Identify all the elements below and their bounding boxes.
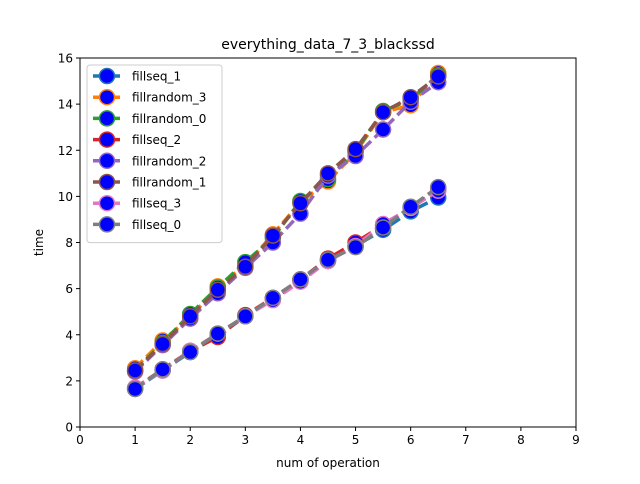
legend-item-fillseq_1: fillseq_1 [93, 67, 181, 85]
data-point [181, 308, 199, 325]
data-point [347, 140, 364, 158]
legend-marker [98, 216, 116, 233]
y-tick-label: 2 [65, 374, 73, 388]
legend-marker [98, 67, 116, 85]
data-point [347, 238, 364, 256]
legend-label: fillrandom_0 [132, 112, 206, 126]
legend-marker [98, 110, 116, 127]
legend-box [86, 64, 223, 244]
legend-label: fillrandom_3 [132, 91, 206, 105]
data-point [209, 281, 227, 299]
y-axis-label: time [32, 229, 46, 256]
legend-marker [98, 173, 116, 191]
legend-item-fillrandom_0: fillrandom_0 [93, 110, 206, 127]
data-point [292, 271, 309, 288]
data-point [429, 178, 447, 196]
series-fillrandom_1 [126, 68, 447, 379]
data-point [374, 121, 392, 138]
x-tick-label: 8 [517, 433, 525, 447]
x-axis: 0 1 2 3 4 5 6 7 8 9 [76, 427, 580, 447]
legend-label: fillrandom_2 [132, 154, 206, 168]
series-layer [126, 64, 447, 398]
legend-label: fillseq_2 [132, 133, 181, 147]
y-tick-label: 10 [58, 190, 73, 204]
data-point [264, 227, 282, 244]
legend-label: fillseq_1 [132, 70, 181, 84]
y-tick-label: 12 [58, 144, 73, 158]
data-point [126, 362, 144, 379]
series-line [134, 189, 440, 390]
legend-marker [98, 194, 116, 212]
legend-item-fillseq_0: fillseq_0 [93, 216, 181, 233]
legend-item-fillseq_2: fillseq_2 [93, 131, 181, 148]
y-tick-label: 6 [65, 282, 73, 296]
x-tick-label: 2 [186, 433, 194, 447]
legend-item-fillrandom_1: fillrandom_1 [93, 173, 206, 191]
x-tick-label: 4 [297, 433, 305, 447]
chart-title: everything_data_7_3_blackssd [221, 37, 435, 53]
y-tick-label: 16 [58, 52, 73, 66]
x-axis-label: num of operation [276, 456, 380, 470]
y-tick-label: 8 [65, 236, 73, 250]
legend-label: fillseq_3 [132, 197, 181, 211]
data-point [374, 219, 392, 236]
legend-marker [98, 88, 116, 106]
data-point [319, 165, 337, 182]
legend-label: fillrandom_1 [132, 176, 206, 190]
data-point [237, 258, 254, 275]
data-point [374, 103, 392, 121]
x-tick-label: 6 [407, 433, 415, 447]
data-point [154, 361, 171, 378]
x-tick-label: 9 [572, 433, 580, 447]
legend-marker [98, 131, 116, 148]
legend-item-fillrandom_3: fillrandom_3 [93, 88, 206, 106]
data-point [429, 68, 447, 85]
data-point [402, 88, 419, 106]
data-point [319, 251, 337, 269]
data-point [209, 325, 227, 342]
x-tick-label: 3 [242, 433, 250, 447]
data-point [264, 289, 282, 307]
y-tick-label: 0 [65, 421, 73, 435]
legend-item-fillseq_3: fillseq_3 [93, 194, 181, 212]
x-tick-label: 5 [352, 433, 360, 447]
x-tick-label: 1 [131, 433, 139, 447]
y-tick-label: 14 [58, 98, 73, 112]
y-axis: 0 2 4 6 8 10 12 14 16 [58, 52, 80, 435]
data-point [154, 335, 171, 353]
data-point [402, 198, 419, 216]
series-line [134, 185, 440, 391]
legend-marker [98, 152, 116, 170]
y-tick-label: 4 [65, 328, 73, 342]
x-tick-label: 0 [76, 433, 84, 447]
legend-item-fillrandom_2: fillrandom_2 [93, 152, 206, 170]
legend: fillseq_1 fillrandom_3 fillrandom_0fillseq… [86, 64, 223, 244]
series-fillseq_0 [126, 178, 447, 398]
x-tick-label: 7 [462, 433, 470, 447]
legend-label: fillseq_0 [132, 218, 181, 232]
data-point [292, 195, 309, 212]
data-point [126, 380, 144, 398]
data-point [181, 343, 199, 361]
data-point [237, 308, 254, 325]
